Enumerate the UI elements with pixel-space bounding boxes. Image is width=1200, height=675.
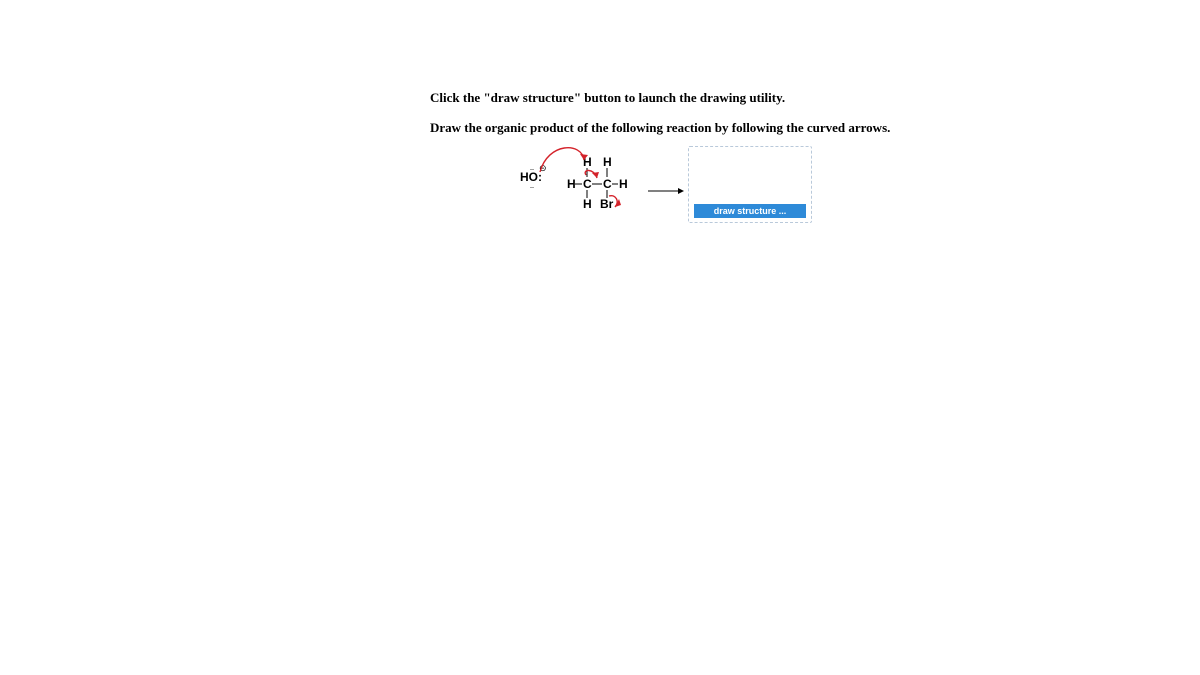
reaction-diagram: HO .. : ⊝ .. H H H C C H H Br (520, 144, 650, 224)
atom-Br: Br (600, 197, 614, 211)
atom-H-top-right: H (603, 155, 612, 169)
lone-pair-top: .. (530, 163, 534, 172)
atom-H-right: H (619, 177, 628, 191)
instruction-line-1: Click the "draw structure" button to lau… (430, 90, 1130, 106)
reagent-HO: HO (520, 170, 538, 184)
answer-dropzone: draw structure ... (688, 146, 812, 223)
atom-C-left: C (583, 177, 592, 191)
atom-H-bottom: H (583, 197, 592, 211)
reaction-row: HO .. : ⊝ .. H H H C C H H Br (430, 150, 1130, 240)
atom-C-right: C (603, 177, 612, 191)
question-content: Click the "draw structure" button to lau… (430, 90, 1130, 240)
atom-H-left: H (567, 177, 576, 191)
reaction-arrow-icon (648, 186, 684, 196)
draw-structure-button[interactable]: draw structure ... (694, 204, 806, 218)
instruction-line-2: Draw the organic product of the followin… (430, 120, 1130, 136)
lone-pair-bottom: .. (530, 181, 534, 190)
